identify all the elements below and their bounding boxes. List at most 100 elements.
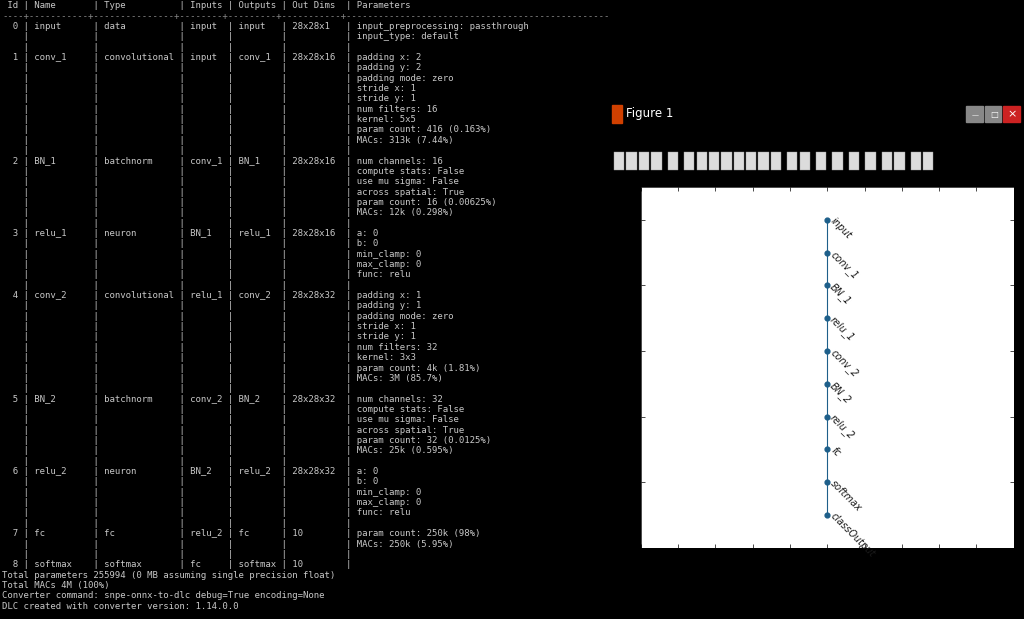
Bar [910,152,921,170]
Text: |            |               |        |         |           | param count: 32 (0: | | | | | | param count: 32 (0 [2,436,492,445]
Point [819,248,836,258]
Text: conv_2: conv_2 [828,347,860,379]
Text: |            |               |        |         |           | input_type: defaul: | | | | | | input_type: defaul [2,32,460,41]
Bar [894,152,904,170]
Text: BN_2: BN_2 [828,380,854,405]
Text: BN_1: BN_1 [828,282,854,307]
Text: |            |               |        |         |           | across spatial: Tr: | | | | | | across spatial: Tr [2,188,465,197]
Point [819,444,836,454]
Text: 5 | BN_2       | batchnorm     | conv_2 | BN_2    | 28x28x32  | num channels: 32: 5 | BN_2 | batchnorm | conv_2 | BN_2 | 2… [2,394,443,404]
Text: 1 | conv_1     | convolutional | input  | conv_1  | 28x28x16  | padding x: 2: 1 | conv_1 | convolutional | input | con… [2,53,422,62]
Text: |            |               |        |         |           | b: 0: | | | | | | b: 0 [2,477,379,487]
Bar [865,152,876,170]
Text: |            |               |        |         |           | padding y: 1: | | | | | | padding y: 1 [2,301,422,310]
Text: |            |               |        |         |           |: | | | | | | [2,43,352,51]
Text: |            |               |        |         |           | min_clamp: 0: | | | | | | min_clamp: 0 [2,249,422,259]
Text: input: input [828,217,853,241]
Bar [684,152,694,170]
Text: ----+-----------+---------------+--------+---------+-----------+----------------: ----+-----------+---------------+-------… [2,12,701,20]
Text: |            |               |        |         |           | MACs: 12k (0.298%): | | | | | | MACs: 12k (0.298%) [2,208,454,217]
Text: File: File [623,131,640,141]
Text: Desktop: Desktop [812,131,855,141]
Text: |            |               |        |         |           |: | | | | | | [2,519,352,528]
Bar [709,152,719,170]
Text: |            |               |        |         |           | param count: 4k (1: | | | | | | param count: 4k (1 [2,363,481,373]
Text: |            |               |        |         |           | b: 0: | | | | | | b: 0 [2,240,379,248]
Text: |            |               |        |         |           | MACs: 250k (5.95%): | | | | | | MACs: 250k (5.95%) [2,540,454,548]
Text: Insert: Insert [721,131,752,141]
Text: Tools: Tools [763,131,788,141]
Text: |            |               |        |         |           |: | | | | | | [2,384,352,393]
Text: |            |               |        |         |           |: | | | | | | [2,550,352,559]
Text: |            |               |        |         |           | func: relu: | | | | | | func: relu [2,271,411,279]
Bar [696,152,707,170]
Text: |            |               |        |         |           |: | | | | | | [2,219,352,228]
Text: |            |               |        |         |           | MACs: 313k (7.44%): | | | | | | MACs: 313k (7.44%) [2,136,454,145]
Bar [985,106,1001,122]
Text: Window: Window [865,131,906,141]
Text: |            |               |        |         |           | min_clamp: 0: | | | | | | min_clamp: 0 [2,488,422,497]
Text: Converter command: snpe-onnx-to-dlc debug=True encoding=None: Converter command: snpe-onnx-to-dlc debu… [2,591,325,600]
Point [819,412,836,422]
Bar [733,152,743,170]
Text: 4 | conv_2     | convolutional | relu_1 | conv_2  | 28x28x32  | padding x: 1: 4 | conv_2 | convolutional | relu_1 | co… [2,291,422,300]
Text: relu_1: relu_1 [828,314,857,344]
Bar [787,152,798,170]
Bar [816,152,826,170]
Text: classOutput: classOutput [828,511,877,560]
Bar [800,152,810,170]
Bar [668,152,678,170]
Text: Edit: Edit [655,131,676,141]
Point [819,313,836,323]
Text: |            |               |        |         |           | use mu sigma: Fals: | | | | | | use mu sigma: Fals [2,415,460,424]
Text: |            |               |        |         |           | kernel: 3x3: | | | | | | kernel: 3x3 [2,353,417,362]
Bar [771,152,781,170]
Text: softmax: softmax [828,478,863,514]
Text: |            |               |        |         |           | compute stats: Fal: | | | | | | compute stats: Fal [2,167,465,176]
Bar [967,106,983,122]
Text: Help: Help [914,131,939,141]
Bar [759,152,769,170]
Text: |            |               |        |         |           | MACs: 3M (85.7%): | | | | | | MACs: 3M (85.7%) [2,374,443,383]
Bar [923,152,934,170]
Text: fc: fc [828,446,842,459]
Point [819,379,836,389]
Point [819,215,836,225]
Text: |            |               |        |         |           | across spatial: Tr: | | | | | | across spatial: Tr [2,426,465,435]
Bar [651,152,662,170]
Bar [745,152,757,170]
Text: |            |               |        |         |           | padding y: 2: | | | | | | padding y: 2 [2,63,422,72]
Text: 6 | relu_2     | neuron        | BN_2   | relu_2  | 28x28x32  | a: 0: 6 | relu_2 | neuron | BN_2 | relu_2 | 28… [2,467,379,476]
Point [819,510,836,520]
Text: |            |               |        |         |           | compute stats: Fal: | | | | | | compute stats: Fal [2,405,465,414]
Text: Id | Name       | Type          | Inputs | Outputs | Out Dims  | Parameters: Id | Name | Type | Inputs | Outputs | Ou… [2,1,411,11]
Text: Total MACs 4M (100%): Total MACs 4M (100%) [2,581,110,590]
Text: |            |               |        |         |           | func: relu: | | | | | | func: relu [2,508,411,517]
Text: □: □ [990,110,998,118]
Bar [614,152,625,170]
Bar [849,152,859,170]
Text: |            |               |        |         |           | param count: 16 (0: | | | | | | param count: 16 (0 [2,198,497,207]
Text: |            |               |        |         |           | param count: 416 (: | | | | | | param count: 416 ( [2,126,492,134]
Text: Figure 1: Figure 1 [627,108,674,121]
Text: |            |               |        |         |           | num filters: 16: | | | | | | num filters: 16 [2,105,438,114]
Text: |            |               |        |         |           |: | | | | | | [2,457,352,465]
Text: |            |               |        |         |           | stride x: 1: | | | | | | stride x: 1 [2,322,417,331]
Point [819,346,836,356]
Text: DLC created with converter version: 1.14.0.0: DLC created with converter version: 1.14… [2,602,239,610]
Text: 0 | input      | data          | input  | input   | 28x28x1   | input_preprocess: 0 | input | data | input | input | 28x28… [2,22,529,31]
Bar [721,152,731,170]
Text: |            |               |        |         |           |: | | | | | | [2,281,352,290]
Text: View: View [688,131,713,141]
Text: 7 | fc         | fc            | relu_2 | fc      | 10        | param count: 250: 7 | fc | fc | relu_2 | fc | 10 | param c… [2,529,481,538]
Text: |            |               |        |         |           | max_clamp: 0: | | | | | | max_clamp: 0 [2,498,422,507]
Text: |            |               |        |         |           | use mu sigma: Fals: | | | | | | use mu sigma: Fals [2,177,460,186]
Text: |            |               |        |         |           | padding mode: zero: | | | | | | padding mode: zero [2,74,454,83]
Bar [627,152,637,170]
Bar [612,105,623,123]
Text: —: — [972,112,979,118]
Bar [1004,106,1020,122]
Text: |            |               |        |         |           | kernel: 5x5: | | | | | | kernel: 5x5 [2,115,417,124]
Point [819,280,836,290]
Bar [639,152,649,170]
